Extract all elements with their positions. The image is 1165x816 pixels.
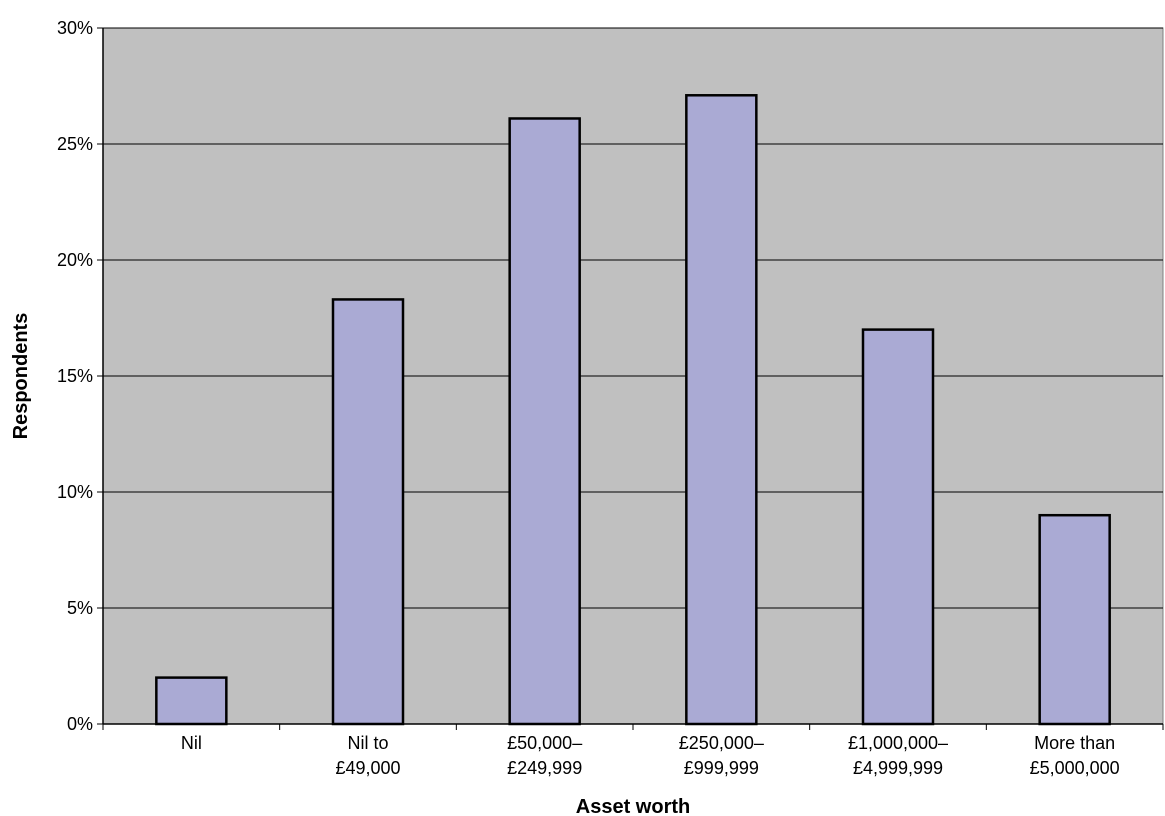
axes (97, 27, 1164, 730)
bar (861, 328, 935, 726)
gridlines (103, 27, 1163, 609)
x-tick-label: £250,000– £999,999 (679, 733, 764, 778)
x-tick-label: £1,000,000– £4,999,999 (848, 733, 948, 778)
x-tick-label: Nil (181, 733, 202, 753)
bar (508, 117, 581, 726)
y-axis-title: Respondents (10, 313, 32, 440)
y-tick-label: 25% (57, 134, 93, 154)
bar (331, 298, 405, 726)
y-tick-label: 10% (57, 482, 93, 502)
bar (1038, 513, 1111, 726)
x-tick-label: Nil to £49,000 (335, 733, 400, 778)
x-tick-label: More than £5,000,000 (1030, 733, 1120, 778)
y-tick-labels: 0% 5% 10% 15% 20% 25% 30% (57, 18, 93, 734)
y-tick-label: 15% (57, 366, 93, 386)
x-axis-title: Asset worth (576, 796, 690, 816)
x-tick-label: £50,000– £249,999 (507, 733, 582, 778)
y-tick-label: 20% (57, 250, 93, 270)
bar (155, 676, 228, 726)
bar (685, 94, 758, 726)
y-tick-label: 5% (67, 598, 93, 618)
y-tick-label: 0% (67, 714, 93, 734)
x-tick-labels: Nil Nil to £49,000 £50,000– £249,999 £250,000… (181, 733, 1120, 778)
y-tick-label: 30% (57, 18, 93, 38)
bars (155, 94, 1111, 726)
